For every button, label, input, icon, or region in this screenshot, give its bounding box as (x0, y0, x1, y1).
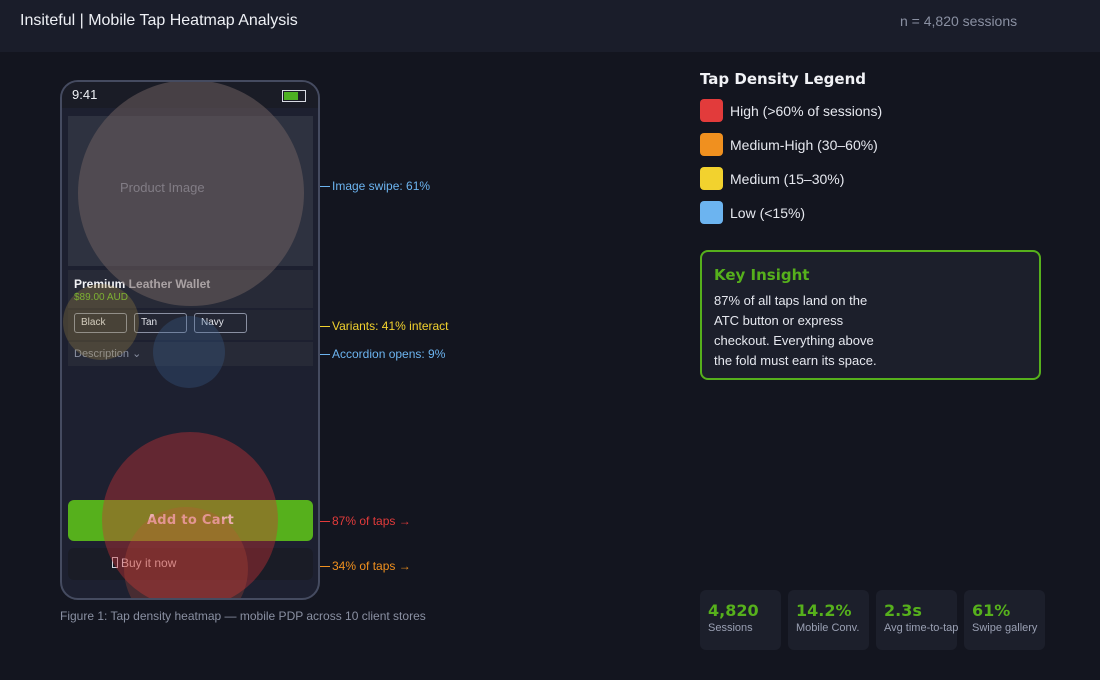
legend-title: Tap Density Legend (700, 70, 866, 88)
product-price: $89.00 AUD (74, 292, 128, 303)
page-title: Insiteful | Mobile Tap Heatmap Analysis (20, 12, 298, 29)
legend-label: Medium-High (30–60%) (730, 137, 878, 153)
variant-chip-navy[interactable]: Navy (194, 313, 247, 333)
callout-image-swipe: Image swipe: 61% (332, 179, 431, 193)
status-bar: 9:41 (62, 82, 318, 108)
product-info: Premium Leather Wallet $89.00 AUD (68, 270, 313, 308)
product-name: Premium Leather Wallet (74, 277, 211, 291)
insight-title: Key Insight (714, 266, 810, 284)
legend-swatch (700, 167, 723, 190)
callout-line-accordion (320, 354, 330, 355)
sessions-count: n = 4,820 sessions (900, 13, 1018, 29)
add-to-cart-button[interactable]: Add to Cart (68, 500, 313, 541)
accordion-label: Description ⌄ (74, 348, 142, 360)
header-bar: Insiteful | Mobile Tap Heatmap Analysis … (0, 0, 1100, 52)
buy-now-label: Buy it now (121, 556, 177, 570)
legend-swatch (700, 99, 723, 122)
callout-line-image (320, 186, 330, 187)
stat-card-sessions: 4,820 Sessions (700, 590, 781, 650)
stat-value: 14.2% (796, 601, 852, 620)
legend-label: Low (<15%) (730, 205, 806, 221)
stat-label: Swipe gallery (972, 622, 1038, 634)
product-image-label: Product Image (120, 180, 205, 195)
insight-body: 87% of all taps land on the ATC button o… (714, 293, 877, 368)
product-image[interactable]: Product Image (68, 116, 313, 266)
legend-swatch (700, 201, 723, 224)
phone-mockup: 9:41 Product Image Premium Leather Walle… (60, 80, 320, 600)
battery-level (284, 92, 298, 100)
variant-selector: Black Tan Navy (68, 310, 313, 340)
stat-card-swipe-gallery: 61% Swipe gallery (964, 590, 1045, 650)
stat-label: Mobile Conv. (796, 622, 860, 634)
stat-card-mobile-conv: 14.2% Mobile Conv. (788, 590, 869, 650)
battery-icon (282, 90, 306, 102)
stat-label: Sessions (708, 622, 753, 634)
figure-caption: Figure 1: Tap density heatmap — mobile P… (60, 609, 426, 623)
legend-swatch (700, 133, 723, 156)
callout-buy-now: 34% of taps → (332, 559, 411, 573)
stat-value: 2.3s (884, 601, 922, 620)
stat-value: 4,820 (708, 601, 759, 620)
buy-now-button[interactable]: Buy it now (68, 548, 313, 580)
callout-line-atc (320, 521, 330, 522)
description-accordion[interactable]: Description ⌄ (68, 342, 313, 366)
legend-label: Medium (15–30%) (730, 171, 845, 187)
express-checkout-icon (112, 557, 118, 568)
callout-line-buy-now (320, 566, 330, 567)
status-time: 9:41 (72, 87, 98, 102)
variant-chip-black[interactable]: Black (74, 313, 127, 333)
stat-value: 61% (972, 601, 1011, 620)
callout-variants: Variants: 41% interact (332, 319, 449, 333)
stat-card-time-to-tap: 2.3s Avg time-to-tap (876, 590, 959, 650)
callout-accordion: Accordion opens: 9% (332, 347, 446, 361)
key-insight-card: Key Insight 87% of all taps land on the … (700, 250, 1041, 380)
callout-line-variants (320, 326, 330, 327)
variant-chip-tan[interactable]: Tan (134, 313, 187, 333)
legend-label: High (>60% of sessions) (730, 103, 883, 119)
callout-atc: 87% of taps → (332, 514, 411, 528)
stat-label: Avg time-to-tap (884, 622, 959, 634)
